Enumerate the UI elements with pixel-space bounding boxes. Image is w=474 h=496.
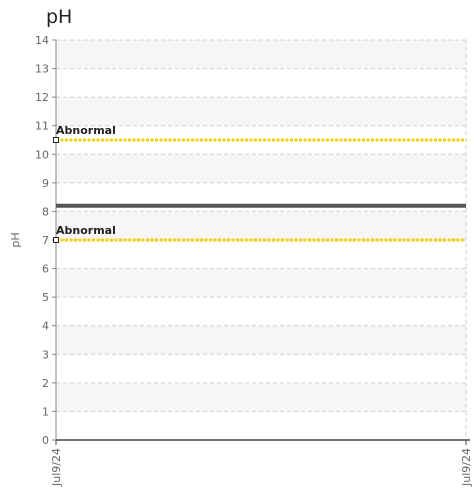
background-bands — [56, 40, 466, 412]
background-band — [56, 154, 466, 183]
y-tick-label: 12 — [35, 91, 49, 104]
reference-marker — [53, 137, 59, 143]
background-band — [56, 97, 466, 126]
y-tick-label: 9 — [42, 177, 49, 190]
chart-title: pH — [46, 6, 73, 28]
reference-line-label: Abnormal — [56, 124, 116, 137]
background-band — [56, 382, 466, 412]
background-band — [56, 211, 466, 240]
x-tick-label: Jul9/24 — [460, 448, 473, 487]
y-tick-label: 5 — [42, 291, 49, 304]
y-tick-label: 10 — [35, 148, 49, 161]
y-tick-label: 7 — [42, 234, 49, 247]
y-tick-label: 13 — [35, 63, 49, 76]
reference-line-label: Abnormal — [56, 224, 116, 237]
x-ticks: Jul9/24 Jul9/24 — [50, 440, 473, 487]
background-band — [56, 40, 466, 69]
y-tick-label: 8 — [42, 205, 49, 218]
y-tick-label: 2 — [42, 377, 49, 390]
y-tick-label: 1 — [42, 405, 49, 418]
reference-marker — [53, 237, 59, 243]
y-axis-label: pH — [9, 232, 22, 247]
x-tick-label: Jul9/24 — [50, 448, 63, 487]
y-tick-label: 3 — [42, 348, 49, 361]
y-tick-label: 4 — [42, 320, 49, 333]
y-tick-label: 0 — [42, 434, 49, 447]
y-tick-label: 6 — [42, 263, 49, 276]
background-band — [56, 268, 466, 298]
background-band — [56, 325, 466, 355]
y-tick-label: 14 — [35, 34, 49, 47]
y-tick-label: 11 — [35, 120, 49, 133]
reference-lines: Abnormal Abnormal — [53, 124, 466, 243]
